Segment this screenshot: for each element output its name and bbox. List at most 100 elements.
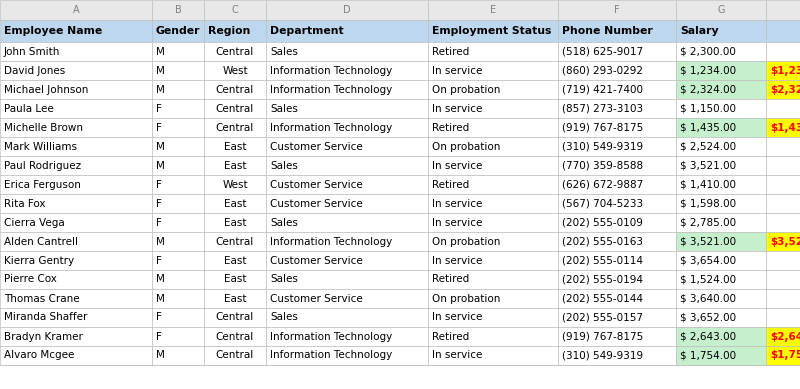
Bar <box>152 175 204 194</box>
Bar <box>204 232 266 251</box>
Text: Central: Central <box>216 331 254 342</box>
Bar <box>676 156 766 175</box>
Bar <box>266 0 428 20</box>
Bar <box>204 289 266 308</box>
Text: $2,643.00: $2,643.00 <box>770 331 800 342</box>
Bar <box>428 175 558 194</box>
Bar <box>676 175 766 194</box>
Text: (626) 672-9887: (626) 672-9887 <box>562 179 643 189</box>
Bar <box>558 213 676 232</box>
Bar <box>766 327 800 346</box>
Text: F: F <box>614 5 620 15</box>
Text: Gender: Gender <box>156 26 201 36</box>
Text: Central: Central <box>216 84 254 95</box>
Text: Thomas Crane: Thomas Crane <box>4 293 80 303</box>
Bar <box>428 156 558 175</box>
Bar <box>0 137 152 156</box>
Bar <box>266 308 428 327</box>
Text: Michael Johnson: Michael Johnson <box>4 84 88 95</box>
Bar <box>152 118 204 137</box>
Bar <box>204 213 266 232</box>
Bar <box>558 270 676 289</box>
Text: Sales: Sales <box>270 275 298 284</box>
Text: M: M <box>156 350 165 361</box>
Bar <box>266 346 428 365</box>
Text: Retired: Retired <box>432 331 470 342</box>
Text: (202) 555-0144: (202) 555-0144 <box>562 293 643 303</box>
Text: East: East <box>224 161 246 170</box>
Text: $ 3,640.00: $ 3,640.00 <box>680 293 736 303</box>
Bar <box>428 327 558 346</box>
Text: Retired: Retired <box>432 275 470 284</box>
Text: In service: In service <box>432 312 482 322</box>
Bar <box>152 42 204 61</box>
Bar <box>558 251 676 270</box>
Text: (202) 555-0163: (202) 555-0163 <box>562 237 643 247</box>
Bar <box>204 327 266 346</box>
Text: On probation: On probation <box>432 84 500 95</box>
Text: $ 1,150.00: $ 1,150.00 <box>680 103 736 114</box>
Text: $ 1,234.00: $ 1,234.00 <box>680 65 736 75</box>
Text: Retired: Retired <box>432 179 470 189</box>
Text: In service: In service <box>432 103 482 114</box>
Bar <box>766 137 800 156</box>
Text: Central: Central <box>216 237 254 247</box>
Text: M: M <box>156 161 165 170</box>
Bar <box>766 80 800 99</box>
Text: Customer Service: Customer Service <box>270 179 362 189</box>
Text: $ 1,598.00: $ 1,598.00 <box>680 198 736 209</box>
Bar <box>766 20 800 42</box>
Bar <box>0 270 152 289</box>
Text: John Smith: John Smith <box>4 47 60 56</box>
Bar <box>266 99 428 118</box>
Bar <box>266 289 428 308</box>
Bar <box>676 232 766 251</box>
Bar <box>152 0 204 20</box>
Bar <box>676 289 766 308</box>
Bar <box>558 0 676 20</box>
Bar <box>558 194 676 213</box>
Bar <box>766 289 800 308</box>
Text: (310) 549-9319: (310) 549-9319 <box>562 350 643 361</box>
Bar <box>558 80 676 99</box>
Text: In service: In service <box>432 350 482 361</box>
Bar <box>0 20 152 42</box>
Text: West: West <box>222 179 248 189</box>
Text: B: B <box>174 5 182 15</box>
Text: On probation: On probation <box>432 237 500 247</box>
Text: Customer Service: Customer Service <box>270 256 362 266</box>
Bar <box>428 194 558 213</box>
Bar <box>152 137 204 156</box>
Text: East: East <box>224 256 246 266</box>
Bar <box>558 137 676 156</box>
Bar <box>766 99 800 118</box>
Text: $3,521.00: $3,521.00 <box>770 237 800 247</box>
Bar <box>266 175 428 194</box>
Text: $2,324.00: $2,324.00 <box>770 84 800 95</box>
Text: Paula Lee: Paula Lee <box>4 103 54 114</box>
Text: In service: In service <box>432 65 482 75</box>
Text: Paul Rodriguez: Paul Rodriguez <box>4 161 81 170</box>
Bar <box>766 213 800 232</box>
Text: F: F <box>156 312 162 322</box>
Text: In service: In service <box>432 161 482 170</box>
Text: $ 1,754.00: $ 1,754.00 <box>680 350 736 361</box>
Bar <box>428 20 558 42</box>
Bar <box>152 213 204 232</box>
Bar <box>676 99 766 118</box>
Bar <box>428 80 558 99</box>
Text: East: East <box>224 142 246 151</box>
Text: Sales: Sales <box>270 161 298 170</box>
Bar <box>152 232 204 251</box>
Bar <box>0 42 152 61</box>
Text: $ 1,410.00: $ 1,410.00 <box>680 179 736 189</box>
Text: (202) 555-0109: (202) 555-0109 <box>562 217 643 228</box>
Bar <box>766 42 800 61</box>
Text: (919) 767-8175: (919) 767-8175 <box>562 331 643 342</box>
Text: (567) 704-5233: (567) 704-5233 <box>562 198 643 209</box>
Bar <box>152 156 204 175</box>
Text: Customer Service: Customer Service <box>270 142 362 151</box>
Bar <box>428 232 558 251</box>
Bar <box>204 346 266 365</box>
Text: (518) 625-9017: (518) 625-9017 <box>562 47 643 56</box>
